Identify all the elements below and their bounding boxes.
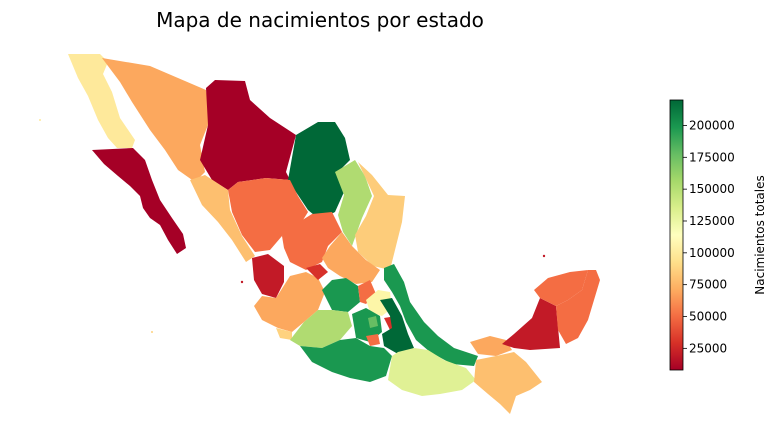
colorbar-tick-label: 25000: [689, 341, 727, 355]
region-hidalgo: [366, 290, 392, 316]
colorbar-tick-label: 175000: [689, 150, 735, 164]
region-aguascalientes: [306, 264, 328, 280]
region-veracruz: [384, 264, 478, 366]
colorbar-tick-label: 125000: [689, 214, 735, 228]
colorbar-tick-label: 50000: [689, 310, 727, 324]
island-3: [151, 331, 153, 333]
region-nayarit: [252, 254, 284, 298]
region-sinaloa: [190, 175, 255, 262]
colorbar-tick-label: 100000: [689, 246, 735, 260]
region-morelos: [366, 334, 380, 346]
region-zacatecas: [282, 212, 342, 270]
region-chiapas: [474, 352, 542, 414]
region-guanajuato: [322, 278, 360, 312]
region-michoacan: [290, 310, 352, 348]
region-quintana-roo: [556, 270, 600, 344]
region-tamaulipas: [355, 162, 405, 270]
region-san-luis-potosi: [322, 232, 380, 284]
region-guerrero: [300, 338, 392, 382]
region-durango: [228, 178, 308, 252]
region-puebla: [380, 298, 414, 354]
colorbar-tick-label: 75000: [689, 278, 727, 292]
region-coahuila: [288, 122, 350, 220]
region-jalisco: [254, 272, 325, 332]
map-title: Mapa de nacimientos por estado: [156, 8, 484, 32]
colorbar-ticks: 25000 50000 75000 100000 125000 150000 175000 2…: [683, 118, 735, 355]
choropleth-map: [39, 54, 600, 414]
region-tabasco: [470, 336, 512, 356]
region-cdmx: [368, 316, 378, 328]
colorbar-gradient: [669, 99, 684, 371]
region-nuevo-leon: [335, 160, 372, 246]
region-yucatan: [534, 270, 588, 306]
island-4: [542, 254, 546, 258]
colorbar-tick-label: 200000: [689, 118, 735, 132]
colorbar-tick-label: 150000: [689, 182, 735, 196]
island-1: [39, 119, 41, 121]
region-baja-california-sur: [92, 148, 186, 254]
region-oaxaca: [388, 348, 476, 396]
region-campeche: [502, 298, 560, 350]
colorbar: 25000 50000 75000 100000 125000 150000 175000 2…: [669, 99, 767, 371]
island-2: [240, 280, 244, 284]
region-sonora: [102, 58, 210, 182]
region-baja-california: [68, 54, 135, 148]
region-chihuahua: [200, 80, 296, 190]
colorbar-label: Nacimientos totales: [753, 175, 767, 294]
region-colima: [276, 328, 292, 340]
